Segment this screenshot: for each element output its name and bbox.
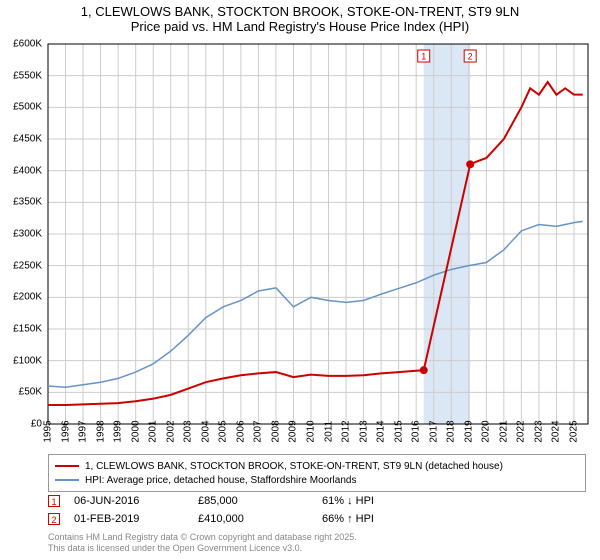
- x-tick-label: 2019: [463, 420, 474, 442]
- svg-text:2: 2: [468, 52, 473, 62]
- x-tick-label: 2010: [305, 420, 316, 442]
- x-tick-label: 2015: [393, 420, 404, 442]
- annotation-delta-2: 66% ↑ HPI: [322, 513, 432, 525]
- x-tick-label: 2012: [341, 420, 352, 442]
- x-tick-label: 2005: [218, 420, 229, 442]
- x-tick-label: 2023: [533, 420, 544, 442]
- annotation-row-1: 1 06-JUN-2016 £85,000 61% ↓ HPI: [48, 492, 588, 510]
- annotation-date-1: 06-JUN-2016: [74, 495, 184, 507]
- x-tick-label: 2003: [183, 420, 194, 442]
- y-tick-label: £550K: [13, 70, 42, 81]
- x-tick-label: 2022: [516, 420, 527, 442]
- legend-label-hpi: HPI: Average price, detached house, Staf…: [85, 475, 356, 486]
- footer: Contains HM Land Registry data © Crown c…: [48, 532, 357, 554]
- annotation-delta-1: 61% ↓ HPI: [322, 495, 432, 507]
- x-tick-label: 2014: [376, 420, 387, 442]
- x-tick-label: 2011: [323, 421, 334, 443]
- title-line1: 1, CLEWLOWS BANK, STOCKTON BROOK, STOKE-…: [0, 4, 600, 19]
- y-tick-label: £150K: [13, 324, 42, 335]
- title-block: 1, CLEWLOWS BANK, STOCKTON BROOK, STOKE-…: [0, 0, 600, 36]
- chart-container: 1, CLEWLOWS BANK, STOCKTON BROOK, STOKE-…: [0, 0, 600, 560]
- legend-swatch-price: [55, 465, 79, 467]
- title-line2: Price paid vs. HM Land Registry's House …: [0, 19, 600, 34]
- x-tick-label: 1996: [60, 420, 71, 442]
- x-tick-label: 1999: [113, 420, 124, 442]
- legend-label-price: 1, CLEWLOWS BANK, STOCKTON BROOK, STOKE-…: [85, 461, 503, 472]
- annotation-marker-2: 2: [48, 513, 60, 525]
- x-tick-label: 2020: [481, 420, 492, 442]
- y-tick-label: £200K: [13, 292, 42, 303]
- x-tick-label: 2013: [358, 420, 369, 442]
- y-tick-label: £450K: [13, 134, 42, 145]
- legend-row-1: 1, CLEWLOWS BANK, STOCKTON BROOK, STOKE-…: [55, 459, 579, 473]
- annotation-row-2: 2 01-FEB-2019 £410,000 66% ↑ HPI: [48, 510, 588, 528]
- legend-swatch-hpi: [55, 479, 79, 481]
- footer-line2: This data is licensed under the Open Gov…: [48, 543, 357, 554]
- x-tick-label: 2000: [130, 420, 141, 442]
- annotation-price-1: £85,000: [198, 495, 308, 507]
- x-tick-label: 2004: [200, 420, 211, 442]
- annotation-date-2: 01-FEB-2019: [74, 513, 184, 525]
- y-tick-label: £50K: [19, 387, 42, 398]
- x-tick-label: 2018: [446, 420, 457, 442]
- x-tick-label: 2001: [148, 420, 159, 442]
- x-tick-label: 1997: [78, 420, 89, 442]
- y-tick-label: £400K: [13, 165, 42, 176]
- footer-line1: Contains HM Land Registry data © Crown c…: [48, 532, 357, 543]
- x-tick-label: 2008: [270, 420, 281, 442]
- chart-area: 12 £0£50K£100K£150K£200K£250K£300K£350K£…: [48, 44, 588, 424]
- y-tick-label: £250K: [13, 260, 42, 271]
- x-tick-label: 2025: [568, 420, 579, 442]
- y-tick-label: £0: [31, 419, 42, 430]
- x-tick-label: 2016: [411, 420, 422, 442]
- x-tick-label: 2021: [498, 420, 509, 442]
- x-tick-label: 2007: [253, 420, 264, 442]
- x-tick-label: 1995: [43, 420, 54, 442]
- legend-box: 1, CLEWLOWS BANK, STOCKTON BROOK, STOKE-…: [48, 454, 586, 492]
- x-tick-label: 2024: [551, 420, 562, 442]
- y-tick-label: £300K: [13, 229, 42, 240]
- legend-row-2: HPI: Average price, detached house, Staf…: [55, 473, 579, 487]
- x-tick-label: 2002: [165, 420, 176, 442]
- annotation-rows: 1 06-JUN-2016 £85,000 61% ↓ HPI 2 01-FEB…: [48, 492, 588, 528]
- x-tick-label: 2006: [235, 420, 246, 442]
- x-tick-label: 2009: [288, 420, 299, 442]
- x-tick-label: 1998: [95, 420, 106, 442]
- y-tick-label: £350K: [13, 197, 42, 208]
- y-tick-label: £500K: [13, 102, 42, 113]
- chart-svg: 12: [48, 44, 588, 424]
- annotation-price-2: £410,000: [198, 513, 308, 525]
- svg-text:1: 1: [421, 52, 426, 62]
- x-tick-label: 2017: [428, 420, 439, 442]
- annotation-marker-1: 1: [48, 495, 60, 507]
- y-tick-label: £600K: [13, 39, 42, 50]
- y-tick-label: £100K: [13, 355, 42, 366]
